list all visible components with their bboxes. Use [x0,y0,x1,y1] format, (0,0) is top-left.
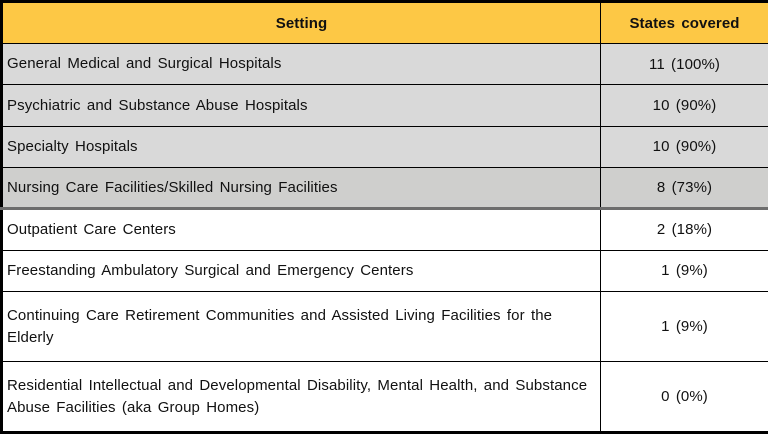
states-covered-cell: 8 (73%) [600,166,768,211]
table-row: Continuing Care Retirement Communities a… [1,290,768,363]
states-covered-cell: 10 (90%) [600,84,768,127]
setting-cell: Continuing Care Retirement Communities a… [1,290,601,363]
table-row: Outpatient Care Centers 2 (18%) [1,208,768,251]
states-covered-cell: 0 (0%) [600,361,768,433]
setting-cell: Nursing Care Facilities/Skilled Nursing … [1,166,601,211]
setting-cell: Freestanding Ambulatory Surgical and Eme… [1,249,601,292]
setting-cell: General Medical and Surgical Hospitals [1,42,601,86]
table-row: Residential Intellectual and Development… [1,361,768,433]
table-row: Psychiatric and Substance Abuse Hospital… [1,84,768,127]
column-header-setting: Setting [1,1,601,44]
table-row: Specialty Hospitals 10 (90%) [1,125,768,168]
states-covered-cell: 2 (18%) [600,208,768,251]
setting-cell: Residential Intellectual and Development… [1,361,601,433]
table-row: Nursing Care Facilities/Skilled Nursing … [1,166,768,211]
states-covered-cell: 10 (90%) [600,125,768,168]
states-covered-cell: 11 (100%) [600,42,768,86]
states-covered-cell: 1 (9%) [600,290,768,363]
setting-cell: Psychiatric and Substance Abuse Hospital… [1,84,601,127]
header-row: Setting States covered [1,1,768,44]
column-header-states-covered: States covered [600,1,768,44]
setting-cell: Outpatient Care Centers [1,208,601,251]
table-row: Freestanding Ambulatory Surgical and Eme… [1,249,768,292]
states-covered-cell: 1 (9%) [600,249,768,292]
setting-cell: Specialty Hospitals [1,125,601,168]
table-row: General Medical and Surgical Hospitals 1… [1,42,768,86]
